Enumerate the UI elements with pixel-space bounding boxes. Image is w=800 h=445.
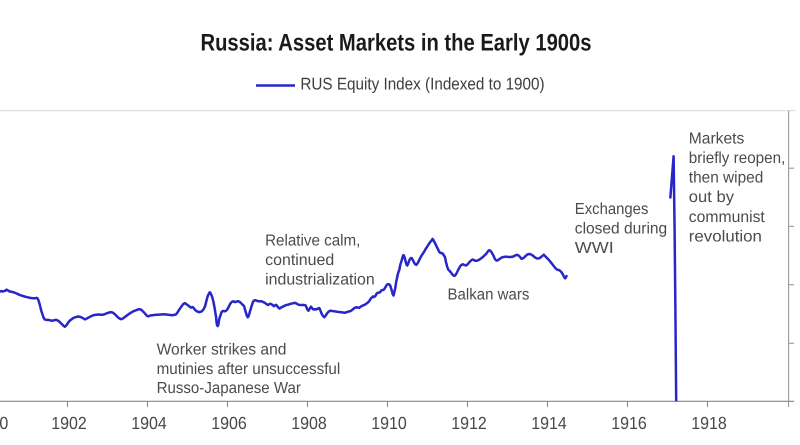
svg-text:1904: 1904	[131, 413, 167, 433]
svg-text:1916: 1916	[611, 413, 647, 433]
svg-text:out by: out by	[689, 189, 734, 206]
svg-text:Russia: Asset Markets in the E: Russia: Asset Markets in the Early 1900s	[201, 30, 592, 57]
svg-text:1918: 1918	[691, 413, 727, 433]
svg-text:continued: continued	[265, 252, 334, 269]
svg-text:then wiped: then wiped	[689, 170, 764, 187]
svg-text:1912: 1912	[451, 413, 487, 433]
svg-text:RUS Equity Index (Indexed to 1: RUS Equity Index (Indexed to 1900)	[300, 75, 544, 94]
svg-text:Worker strikes and: Worker strikes and	[157, 341, 287, 358]
svg-text:briefly reopen,: briefly reopen,	[689, 150, 786, 167]
svg-text:industrialization: industrialization	[265, 271, 375, 288]
svg-text:1914: 1914	[531, 413, 567, 433]
svg-text:revolution: revolution	[689, 228, 762, 245]
svg-text:mutinies after unsuccessful: mutinies after unsuccessful	[157, 361, 341, 378]
svg-text:WWI: WWI	[575, 240, 614, 257]
svg-text:1908: 1908	[291, 413, 327, 433]
svg-text:Balkan wars: Balkan wars	[448, 287, 530, 304]
svg-text:Exchanges: Exchanges	[575, 201, 649, 218]
svg-text:1900: 1900	[0, 413, 8, 433]
svg-text:closed during: closed during	[575, 220, 667, 237]
svg-text:communist: communist	[689, 209, 766, 226]
svg-text:Markets: Markets	[689, 130, 745, 147]
svg-text:1910: 1910	[371, 413, 407, 433]
svg-text:Russo-Japanese War: Russo-Japanese War	[157, 380, 302, 397]
svg-text:1902: 1902	[51, 413, 87, 433]
svg-text:Relative calm,: Relative calm,	[265, 233, 360, 250]
svg-text:1906: 1906	[211, 413, 247, 433]
